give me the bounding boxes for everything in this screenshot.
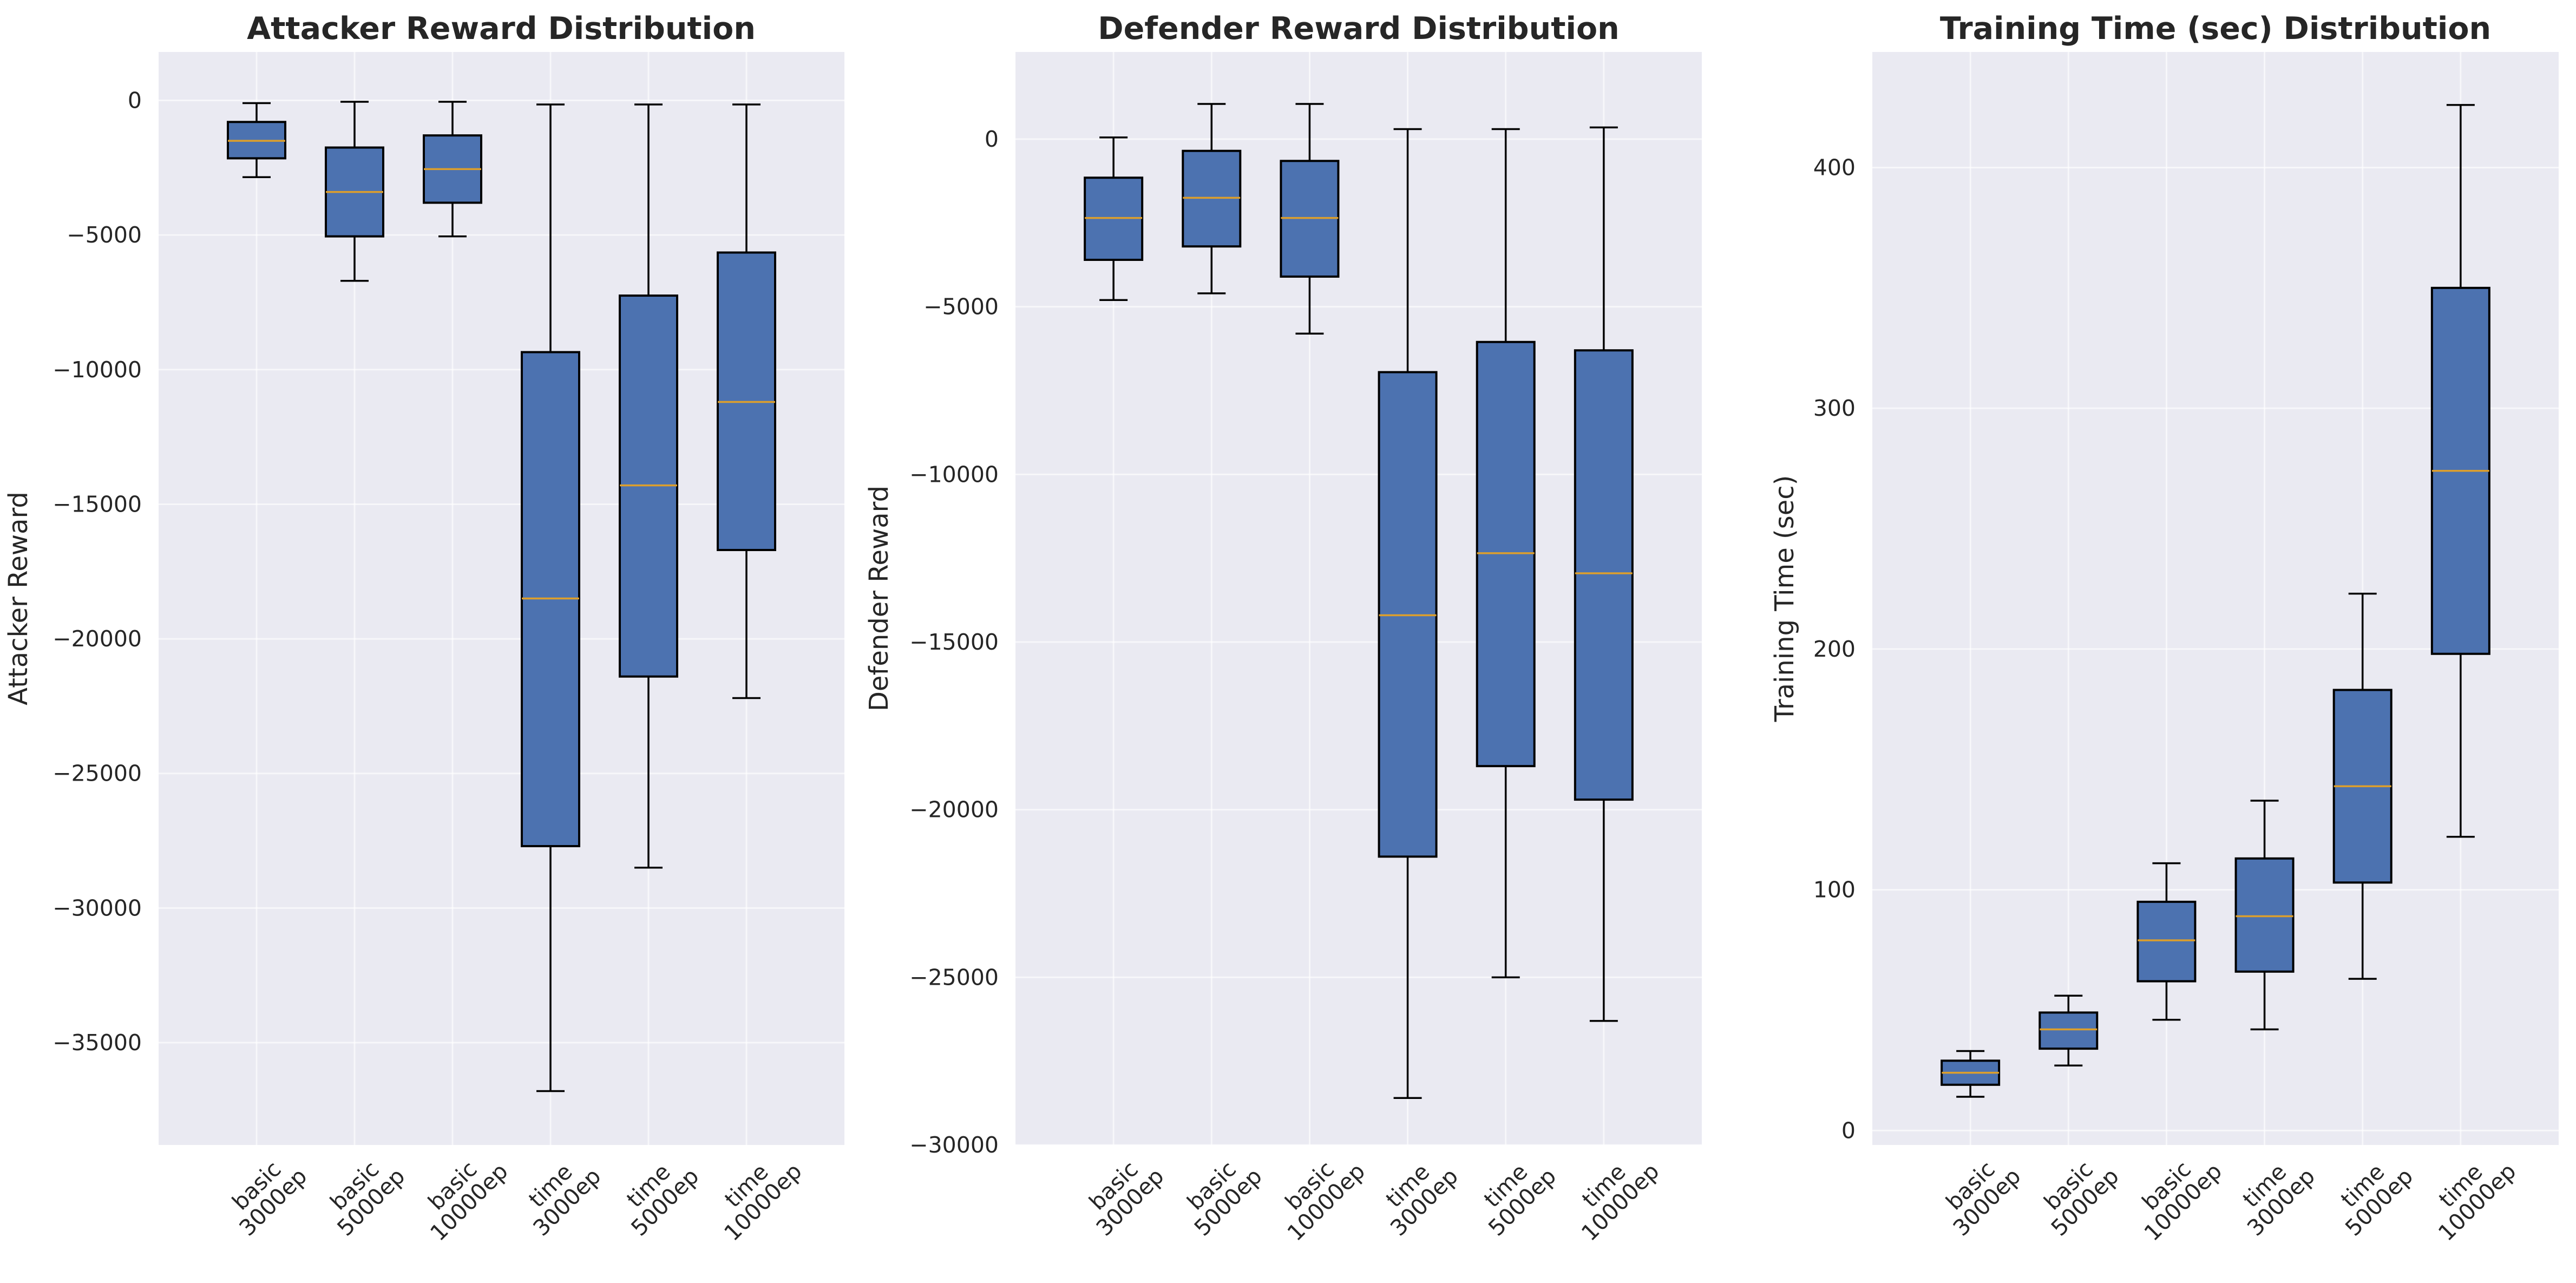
y-tick-label: −30000 (53, 895, 142, 921)
y-tick-label: −25000 (53, 761, 142, 787)
box-plot-5 (619, 103, 678, 869)
x-tick-label: time3000ep (512, 1147, 606, 1241)
chart-panel-2: 0 −5000 −10000 −15000 −20000 −25000 −30000 Defe… (864, 11, 1702, 1246)
x-tick-label: time5000ep (609, 1147, 704, 1241)
x-tick-label: time3000ep (1369, 1147, 1463, 1241)
box-plot-4 (521, 103, 580, 1092)
y-tick-label: 0 (128, 88, 142, 114)
iqr-box (2038, 1011, 2099, 1050)
box-plot-2 (2038, 994, 2099, 1066)
box-plot-3 (2136, 862, 2197, 1021)
box-plot-2 (1182, 103, 1242, 294)
y-tick-label: 100 (1813, 877, 1856, 903)
x-tick-label: time10000ep (1560, 1142, 1664, 1246)
y-tick-label: −35000 (53, 1030, 142, 1056)
chart-panel-1: 0 −5000 −10000 −15000 −20000 −25000 −30000 −350… (3, 11, 844, 1246)
box-plot-2 (325, 101, 384, 282)
x-tick-label: time10000ep (703, 1142, 807, 1246)
box-plot-4 (2234, 800, 2295, 1031)
y-tick-label: −30000 (909, 1132, 999, 1158)
iqr-box (1574, 349, 1634, 801)
box-plot-4 (1378, 128, 1438, 1099)
box-plot-1 (227, 102, 286, 178)
box-plot-1 (1941, 1050, 2001, 1098)
box-plot-3 (1280, 103, 1340, 335)
y-tick-label: −10000 (909, 461, 999, 487)
y-axis-label: Attacker Reward (3, 492, 34, 705)
x-tick-label: basic3000ep (1074, 1147, 1169, 1241)
x-tick-label: basic3000ep (1931, 1147, 2026, 1241)
iqr-box (2136, 900, 2197, 983)
box-plot-6 (2430, 104, 2490, 838)
x-tick-label: basic10000ep (1266, 1142, 1370, 1246)
x-tick-label: time3000ep (2226, 1147, 2320, 1241)
y-axis-label: Training Time (sec) (1769, 475, 1800, 723)
box-plot-6 (717, 103, 776, 699)
x-tick-label: time5000ep (2324, 1147, 2418, 1241)
y-tick-label: 400 (1813, 154, 1856, 180)
box-plot-3 (423, 101, 482, 238)
plot-area (159, 52, 844, 1145)
box-plot-6 (1574, 126, 1634, 1022)
chart-title: Training Time (sec) Distribution (1940, 11, 2491, 47)
x-tick-label: time5000ep (1467, 1147, 1561, 1241)
y-tick-label: −20000 (53, 626, 142, 652)
y-tick-label: −15000 (909, 629, 999, 655)
x-tick-label: basic10000ep (2122, 1142, 2227, 1246)
x-tick-label: basic3000ep (218, 1147, 312, 1241)
y-tick-label: 300 (1813, 395, 1856, 421)
x-tick-label: basic5000ep (316, 1147, 410, 1241)
box-plot-5 (1476, 128, 1536, 979)
chart-title: Defender Reward Distribution (1098, 11, 1619, 47)
box-plot-1 (1084, 136, 1144, 302)
x-tick-label: basic5000ep (2029, 1147, 2123, 1241)
y-axis-label: Defender Reward (864, 486, 894, 711)
y-tick-label: −10000 (53, 357, 142, 383)
y-tick-label: −25000 (909, 964, 999, 990)
y-tick-label: 0 (1841, 1117, 1856, 1143)
y-tick-label: 200 (1813, 636, 1856, 662)
y-tick-label: −20000 (909, 797, 999, 823)
y-tick-label: −5000 (67, 222, 142, 248)
x-tick-label: basic5000ep (1172, 1147, 1267, 1241)
box-plot-5 (2332, 592, 2393, 980)
chart-panel-3: 0 100 200 300 400 Training Time (sec) Distrib… (1769, 11, 2559, 1246)
y-tick-label: −15000 (53, 491, 142, 517)
x-tick-label: time10000ep (2417, 1142, 2521, 1246)
y-tick-label: −5000 (923, 294, 999, 320)
iqr-box (2234, 857, 2295, 973)
chart-title: Attacker Reward Distribution (247, 11, 756, 47)
y-tick-label: 0 (985, 126, 999, 152)
x-tick-label: basic10000ep (409, 1142, 513, 1246)
